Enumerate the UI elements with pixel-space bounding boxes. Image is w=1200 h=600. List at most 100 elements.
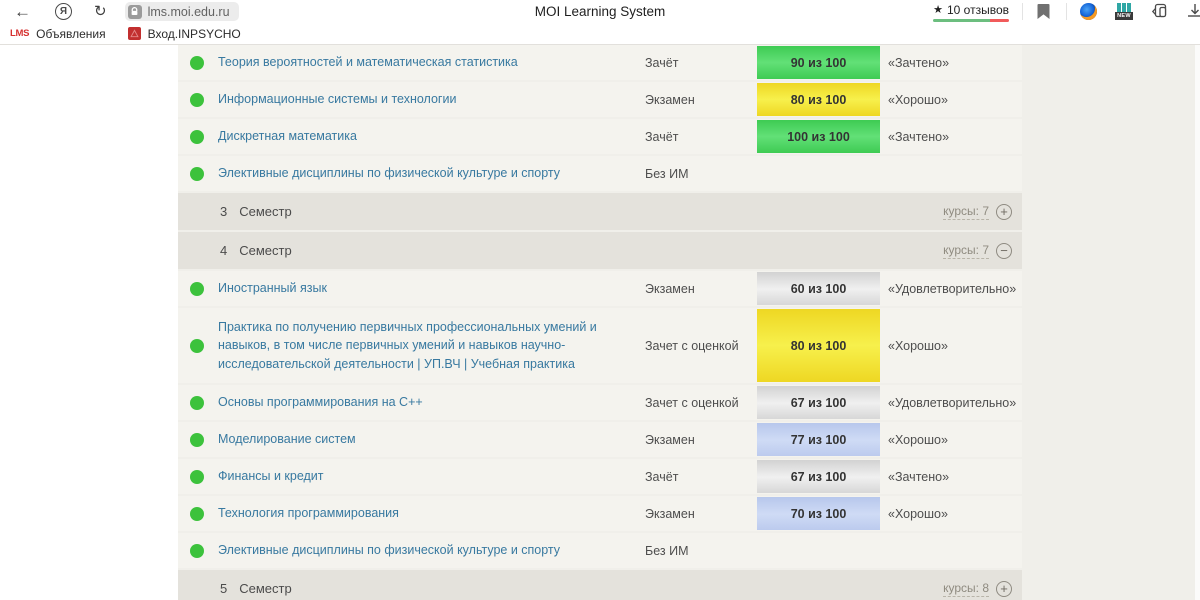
score-cell [757,157,880,190]
bookmark-item-announcements[interactable]: LMS Объявления [10,27,106,41]
grade-text: «Удовлетворительно» [888,395,1017,410]
bookmark-label: Вход.INPSYCHO [147,26,241,41]
reviews-count: 10 отзывов [946,2,1009,17]
yandex-browser-icon[interactable]: Я [55,3,72,20]
download-icon[interactable] [1186,3,1200,21]
divider [1066,3,1067,20]
exam-type: Зачет с оценкой [645,338,739,353]
scrollbar-track[interactable] [1195,45,1200,600]
exam-type: Зачет с оценкой [645,395,739,410]
semester-label: Семестр [239,243,292,258]
grid-icon [1117,3,1131,12]
score-cell: 77 из 100 [757,423,880,456]
grade-text: «Хорошо» [888,92,948,107]
status-cell [178,281,218,296]
status-dot-icon [190,55,204,70]
lock-icon[interactable] [127,4,142,19]
score-cell: 60 из 100 [757,272,880,305]
status-dot-icon [190,281,204,296]
site-rating-widget[interactable]: ★ 10 отзывов [933,2,1009,22]
semester-label: Семестр [239,581,292,596]
status-dot-icon [190,506,204,521]
bookmarks-bar: LMS Объявления Вход.INPSYCHO [0,23,1200,44]
status-cell [178,129,218,144]
score-cell: 90 из 100 [757,46,880,79]
status-cell [178,395,218,410]
extension-browser-icon[interactable] [1080,3,1097,20]
refresh-icon[interactable]: ↻ [94,3,107,20]
address-bar[interactable]: lms.moi.edu.ru [124,2,239,21]
grade-text: «Хорошо» [888,506,948,521]
status-dot-icon [190,469,204,484]
course-name[interactable]: Элективные дисциплины по физической куль… [218,543,561,558]
course-name[interactable]: Иностранный язык [218,281,327,296]
courses-link[interactable]: курсы: 7 [943,203,989,220]
table-row-course: Практика по получению первичных професси… [178,308,1022,383]
course-name[interactable]: Дискретная математика [218,129,357,144]
exam-type: Экзамен [645,506,695,521]
bookmark-label: Объявления [36,26,106,41]
grade-text: «Зачтено» [888,55,950,70]
status-cell [178,55,218,70]
exam-type: Без ИМ [645,166,689,181]
table-row-semester[interactable]: 4 Семестр курсы: 7 − [178,232,1022,269]
url-text: lms.moi.edu.ru [147,4,230,19]
course-name[interactable]: Элективные дисциплины по физической куль… [218,166,561,181]
collapse-icon[interactable]: − [996,242,1012,259]
table-row-course: Элективные дисциплины по физической куль… [178,533,1022,568]
semester-right: курсы: 7 − [943,242,1012,259]
score-cell: 80 из 100 [757,83,880,116]
status-cell [178,92,218,107]
table-row-course: Финансы и кредит Зачёт 67 из 100 «Зачтен… [178,459,1022,494]
bookmark-item-login[interactable]: Вход.INPSYCHO [127,26,241,41]
course-name[interactable]: Основы программирования на C++ [218,395,423,410]
back-icon[interactable]: ← [14,2,31,21]
status-cell [178,432,218,447]
extension-new-icon[interactable]: NEW [1115,3,1133,20]
table-row-course: Иностранный язык Экзамен 60 из 100 «Удов… [178,271,1022,306]
course-name[interactable]: Практика по получению первичных професси… [218,320,597,371]
status-cell [178,543,218,558]
status-dot-icon [190,395,204,410]
table-row-course: Теория вероятностей и математическая ста… [178,45,1022,80]
emblem-favicon [127,27,141,40]
bookmark-icon[interactable] [1036,3,1053,20]
exam-type: Экзамен [645,92,695,107]
exam-type: Зачёт [645,129,679,144]
course-name[interactable]: Информационные системы и технологии [218,92,457,107]
status-dot-icon [190,129,204,144]
expand-icon[interactable]: + [996,203,1012,220]
status-cell [178,469,218,484]
table-row-semester[interactable]: 3 Семестр курсы: 7 + [178,193,1022,230]
status-cell [178,338,218,353]
expand-icon[interactable]: + [996,580,1012,597]
toolbar-right-cluster: ★ 10 отзывов NEW [933,0,1200,23]
table-row-course: Основы программирования на C++ Зачет с о… [178,385,1022,420]
grade-text: «Хорошо» [888,432,948,447]
rating-bar [933,18,1009,22]
course-name[interactable]: Технология программирования [218,506,399,521]
semester-number: 5 [220,581,228,596]
browser-chrome: ← Я ↻ lms.moi.edu.ru MOI Learning System… [0,0,1200,45]
course-name[interactable]: Финансы и кредит [218,469,324,484]
table-row-semester[interactable]: 5 Семестр курсы: 8 + [178,570,1022,600]
browser-toolbar: ← Я ↻ lms.moi.edu.ru MOI Learning System… [0,0,1200,23]
course-name[interactable]: Теория вероятностей и математическая ста… [218,55,518,70]
status-dot-icon [190,543,204,558]
status-cell [178,166,218,181]
grade-text: «Зачтено» [888,469,950,484]
score-cell: 80 из 100 [757,309,880,382]
table-row-course: Элективные дисциплины по физической куль… [178,156,1022,191]
status-cell [178,506,218,521]
score-cell: 70 из 100 [757,497,880,530]
side-panel-icon[interactable] [1151,3,1168,20]
grades-table: Теория вероятностей и математическая ста… [178,45,1022,600]
courses-link[interactable]: курсы: 7 [943,242,989,259]
course-name[interactable]: Моделирование систем [218,432,356,447]
score-cell: 67 из 100 [757,460,880,493]
status-dot-icon [190,432,204,447]
page-content: Теория вероятностей и математическая ста… [0,45,1200,600]
page-title: MOI Learning System [534,4,666,19]
courses-link[interactable]: курсы: 8 [943,580,989,597]
divider [1022,3,1023,20]
